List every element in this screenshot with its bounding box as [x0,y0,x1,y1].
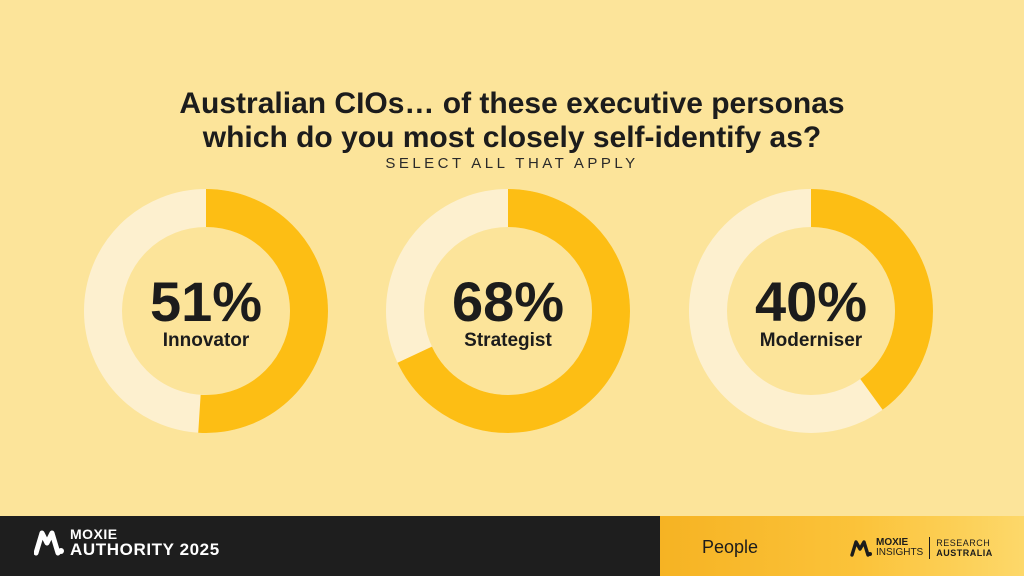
moxie-insights-icon [850,540,872,557]
insights-top-text: MOXIE [876,537,909,548]
donut-value-label-moderniser: 40% [755,270,867,333]
donut-value-label-strategist: 68% [452,270,564,333]
footer-section-label: People [702,537,759,557]
moxie-authority-logo: MOXIE AUTHORITY 2025 [34,526,220,559]
donut-value-label-innovator: 51% [150,270,262,333]
donut-value-arc-innovator [84,189,328,433]
donut-value-arc-strategist [386,189,630,433]
slide-title-line1: Australian CIOs… of these executive pers… [179,87,845,120]
logo-divider [929,537,931,559]
donut-category-label-innovator: Innovator [163,330,250,351]
moxie-insights-logo: MOXIE INSIGHTS RESEARCH AUSTRALIA [850,537,993,559]
donut-category-label-strategist: Strategist [464,330,552,351]
footer-dark-bar [0,516,660,576]
brand-top-text: MOXIE [70,526,118,542]
slide-title-line2: which do you most closely self-identify … [202,121,822,154]
donut-value-arc-moderniser [689,189,933,433]
research-top-text: RESEARCH [936,538,991,548]
moxie-m-icon [34,530,64,556]
insights-bottom-text: INSIGHTS [876,547,924,558]
donut-category-label-moderniser: Moderniser [760,330,863,351]
slide-subtitle: SELECT ALL THAT APPLY [385,155,639,172]
donut-moderniser: 40%Moderniser [689,189,933,433]
brand-bottom-text: AUTHORITY 2025 [70,540,220,559]
donut-innovator: 51%Innovator [84,189,328,433]
footer-accent-bar [660,516,1024,576]
research-bottom-text: AUSTRALIA [936,548,993,558]
donut-strategist: 68%Strategist [386,189,630,433]
